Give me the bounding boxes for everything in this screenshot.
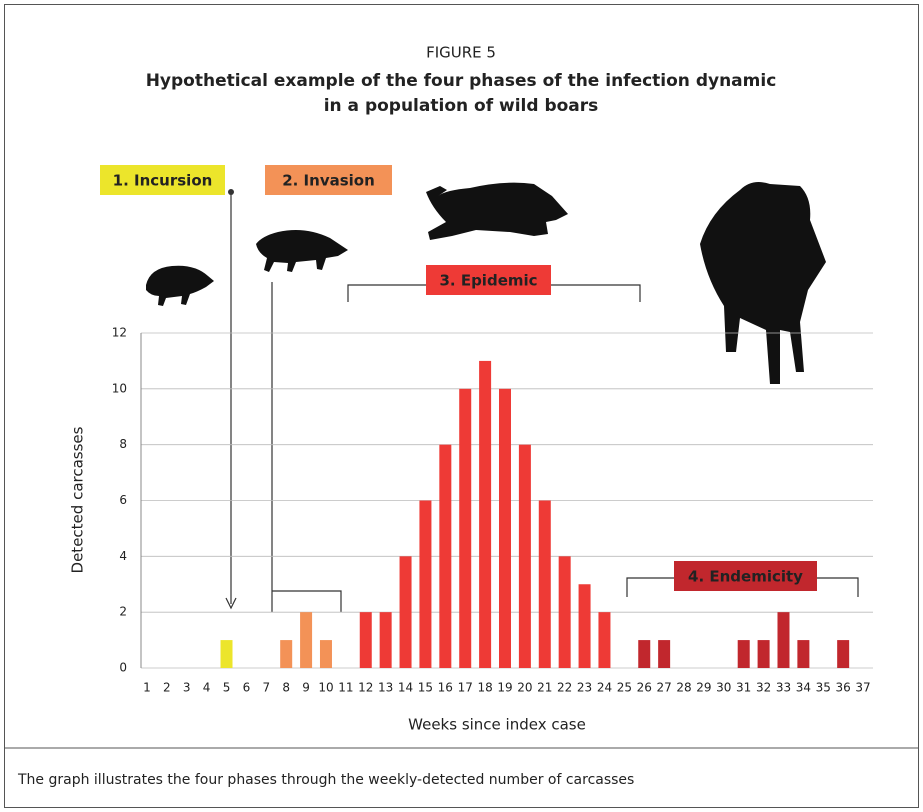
x-tick-label: 8 <box>282 681 290 695</box>
x-tick-label: 29 <box>696 681 711 695</box>
bar <box>439 445 451 668</box>
bar <box>459 389 471 668</box>
bar <box>777 612 789 668</box>
x-tick-label: 25 <box>617 681 632 695</box>
bar <box>300 612 312 668</box>
bar <box>797 640 809 668</box>
x-tick-label: 2 <box>163 681 171 695</box>
y-tick-label: 6 <box>119 493 127 507</box>
bar <box>519 445 531 668</box>
x-tick-label: 11 <box>338 681 353 695</box>
x-tick-label: 16 <box>438 681 453 695</box>
x-tick-label: 20 <box>517 681 532 695</box>
x-tick-label: 12 <box>358 681 373 695</box>
figure-label: FIGURE 5 <box>426 44 496 62</box>
chart-title: in a population of wild boars <box>324 96 599 116</box>
caption: The graph illustrates the four phases th… <box>17 772 634 788</box>
x-tick-label: 33 <box>776 681 791 695</box>
x-tick-label: 35 <box>816 681 831 695</box>
x-tick-label: 31 <box>736 681 751 695</box>
x-tick-label: 28 <box>676 681 691 695</box>
bar <box>499 389 511 668</box>
x-tick-label: 18 <box>477 681 492 695</box>
bar <box>419 501 431 669</box>
x-tick-label: 1 <box>143 681 151 695</box>
x-tick-label: 23 <box>577 681 592 695</box>
x-tick-label: 30 <box>716 681 731 695</box>
x-tick-label: 24 <box>597 681 612 695</box>
x-tick-label: 3 <box>183 681 191 695</box>
x-tick-label: 22 <box>557 681 572 695</box>
chart-title: Hypothetical example of the four phases … <box>146 71 777 91</box>
phase-label: 2. Invasion <box>282 172 375 190</box>
x-tick-label: 32 <box>756 681 771 695</box>
x-tick-label: 7 <box>262 681 270 695</box>
phase-label: 1. Incursion <box>113 172 213 190</box>
bar <box>320 640 332 668</box>
x-tick-label: 37 <box>855 681 870 695</box>
x-tick-label: 4 <box>203 681 211 695</box>
bar <box>400 556 412 668</box>
bar <box>579 584 591 668</box>
x-axis-label: Weeks since index case <box>408 716 586 734</box>
y-tick-label: 8 <box>119 437 127 451</box>
y-tick-label: 4 <box>119 549 127 563</box>
x-tick-label: 36 <box>836 681 851 695</box>
y-axis-label: Detected carcasses <box>69 426 87 573</box>
x-tick-label: 34 <box>796 681 811 695</box>
bar <box>559 556 571 668</box>
bar <box>539 501 551 669</box>
bar <box>658 640 670 668</box>
bar <box>598 612 610 668</box>
bar <box>280 640 292 668</box>
x-tick-label: 10 <box>318 681 333 695</box>
y-tick-label: 10 <box>112 381 127 395</box>
arrow-dot <box>228 189 234 195</box>
figure: FIGURE 5 Hypothetical example of the fou… <box>0 0 923 812</box>
x-tick-label: 15 <box>418 681 433 695</box>
x-tick-label: 13 <box>378 681 393 695</box>
phase-label: 3. Epidemic <box>439 272 537 290</box>
bar <box>638 640 650 668</box>
bar <box>758 640 770 668</box>
x-tick-label: 9 <box>302 681 310 695</box>
x-tick-label: 5 <box>223 681 231 695</box>
bar <box>380 612 392 668</box>
bar <box>221 640 233 668</box>
x-tick-label: 26 <box>637 681 652 695</box>
x-tick-label: 17 <box>458 681 473 695</box>
bar <box>479 361 491 668</box>
x-tick-label: 14 <box>398 681 413 695</box>
y-tick-label: 12 <box>112 326 127 340</box>
x-tick-label: 21 <box>537 681 552 695</box>
bar <box>738 640 750 668</box>
bar <box>360 612 372 668</box>
x-tick-label: 27 <box>656 681 671 695</box>
y-tick-label: 2 <box>119 605 127 619</box>
phase-label: 4. Endemicity <box>688 568 803 586</box>
x-tick-label: 6 <box>243 681 251 695</box>
y-tick-label: 0 <box>119 661 127 675</box>
bar <box>837 640 849 668</box>
x-tick-label: 19 <box>497 681 512 695</box>
